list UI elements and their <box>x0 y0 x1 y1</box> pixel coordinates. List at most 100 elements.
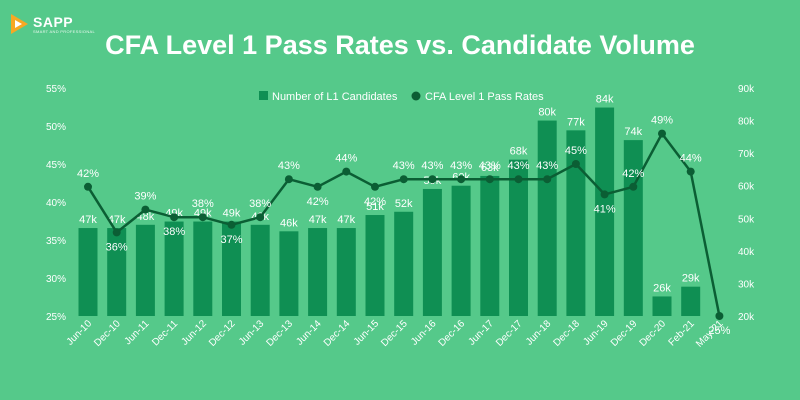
x-axis-tick: Jun-11 <box>123 318 152 347</box>
line-point <box>227 220 236 229</box>
line-value-label: 43% <box>479 160 501 172</box>
line-point <box>256 213 265 222</box>
line-series <box>84 129 724 320</box>
bar-series <box>78 107 701 317</box>
line-point <box>198 213 207 222</box>
bar-value-label: 74k <box>624 126 642 138</box>
x-axis-tick: Jun-12 <box>180 318 210 348</box>
bar-value-label: 51k <box>366 201 384 213</box>
bar <box>595 107 615 317</box>
bar-value-label: 49k <box>223 208 241 220</box>
x-axis-tick: Dec-13 <box>264 318 295 349</box>
line-point <box>371 182 379 191</box>
line-value-label: 38% <box>249 198 271 210</box>
bar-value-label: 63k <box>481 162 499 174</box>
bar <box>279 231 299 316</box>
right-axis-tick: 40k <box>738 247 755 258</box>
line-point <box>313 182 322 191</box>
bar <box>451 185 471 316</box>
bar-value-label: 29k <box>682 273 700 285</box>
right-axis-tick: 20k <box>738 312 755 323</box>
left-axis-tick: 35% <box>46 236 66 247</box>
x-axis-tick: Dec-20 <box>638 318 669 349</box>
x-axis-tick: Jun-14 <box>294 318 324 348</box>
x-axis-tick: Dec-15 <box>379 318 410 349</box>
line-point <box>543 175 552 184</box>
bar <box>308 228 328 316</box>
line-value-label: 42% <box>622 168 644 180</box>
x-axis-tick: Jun-19 <box>581 318 611 348</box>
left-axis-tick: 25% <box>46 312 66 323</box>
right-axis-tick: 30k <box>738 279 755 290</box>
line-value-label: 39% <box>134 191 156 203</box>
bar-value-label: 47k <box>108 214 126 226</box>
x-axis-tick: Jun-16 <box>409 318 439 348</box>
line-value-label: 42% <box>307 196 329 208</box>
line-point <box>658 129 666 138</box>
right-axis-tick: 90k <box>738 84 755 95</box>
legend-line-label: CFA Level 1 Pass Rates <box>425 91 544 103</box>
line-point <box>514 175 523 184</box>
x-axis-tick: Dec-10 <box>92 318 123 349</box>
line-point <box>112 228 121 237</box>
bar-value-label: 46k <box>280 217 298 229</box>
bar <box>509 159 528 316</box>
line-value-label: 43% <box>393 160 415 172</box>
play-logo-icon <box>11 14 28 34</box>
right-axis-tick: 70k <box>738 149 755 160</box>
line-point <box>686 167 695 176</box>
left-axis-tick: 50% <box>46 122 66 133</box>
bar <box>336 228 356 316</box>
right-axis-tick: 80k <box>738 117 755 128</box>
line-value-label: 43% <box>450 160 472 172</box>
line-point <box>428 175 437 184</box>
bar <box>107 228 127 316</box>
right-axis-tick: 60k <box>738 182 755 193</box>
line-value-label: 38% <box>163 226 185 238</box>
chart-title: CFA Level 1 Pass Rates vs. Candidate Vol… <box>105 30 695 60</box>
right-axis-ticks: 20k 30k 40k 50k 60k 70k 80k 90k <box>738 84 755 323</box>
line-value-label: 25% <box>708 325 730 337</box>
bar <box>566 130 586 316</box>
x-axis-tick: Dec-11 <box>150 318 180 348</box>
legend-line-swatch <box>411 91 421 101</box>
x-axis-tick: Dec-18 <box>551 318 582 349</box>
line-value-label: 42% <box>77 168 99 180</box>
line-point <box>571 160 580 168</box>
x-axis-tick: Jun-17 <box>467 318 497 348</box>
x-axis-tick: Jun-18 <box>524 318 554 348</box>
line-value-label: 43% <box>278 160 300 172</box>
bar <box>250 224 270 316</box>
bar-value-label: 47k <box>309 214 327 226</box>
line-point <box>342 167 351 176</box>
left-axis-tick: 30% <box>46 274 66 285</box>
bar-value-label: 68k <box>510 146 528 158</box>
left-axis-ticks: 25% 30% 35% 40% 45% 50% 55% <box>46 84 66 323</box>
bar-value-label: 80k <box>538 107 556 119</box>
left-axis-tick: 40% <box>46 198 66 209</box>
x-axis-tick: Dec-14 <box>322 318 353 349</box>
bar <box>652 296 672 316</box>
legend-bar-swatch <box>259 91 268 100</box>
line-value-label: 38% <box>192 198 214 210</box>
left-axis-tick: 45% <box>46 160 66 171</box>
legend-bar-label: Number of L1 Candidates <box>272 91 398 103</box>
bar <box>537 120 557 316</box>
bar-value-label: 77k <box>567 116 585 128</box>
left-axis-tick: 55% <box>46 84 66 95</box>
line-point <box>600 190 609 199</box>
x-axis-tick: Dec-16 <box>437 318 468 349</box>
line-point <box>84 182 92 191</box>
line-value-label: 36% <box>106 241 128 253</box>
x-axis-tick: Dec-12 <box>207 318 238 349</box>
line-value-label: 41% <box>594 203 616 215</box>
line-value-label: 44% <box>680 153 702 165</box>
bar-value-label: 47k <box>337 214 355 226</box>
line-point <box>457 175 466 184</box>
bar <box>422 188 442 316</box>
x-axis-tick: Dec-17 <box>494 318 525 349</box>
line-value-label: 37% <box>220 234 242 246</box>
bar <box>164 221 184 316</box>
